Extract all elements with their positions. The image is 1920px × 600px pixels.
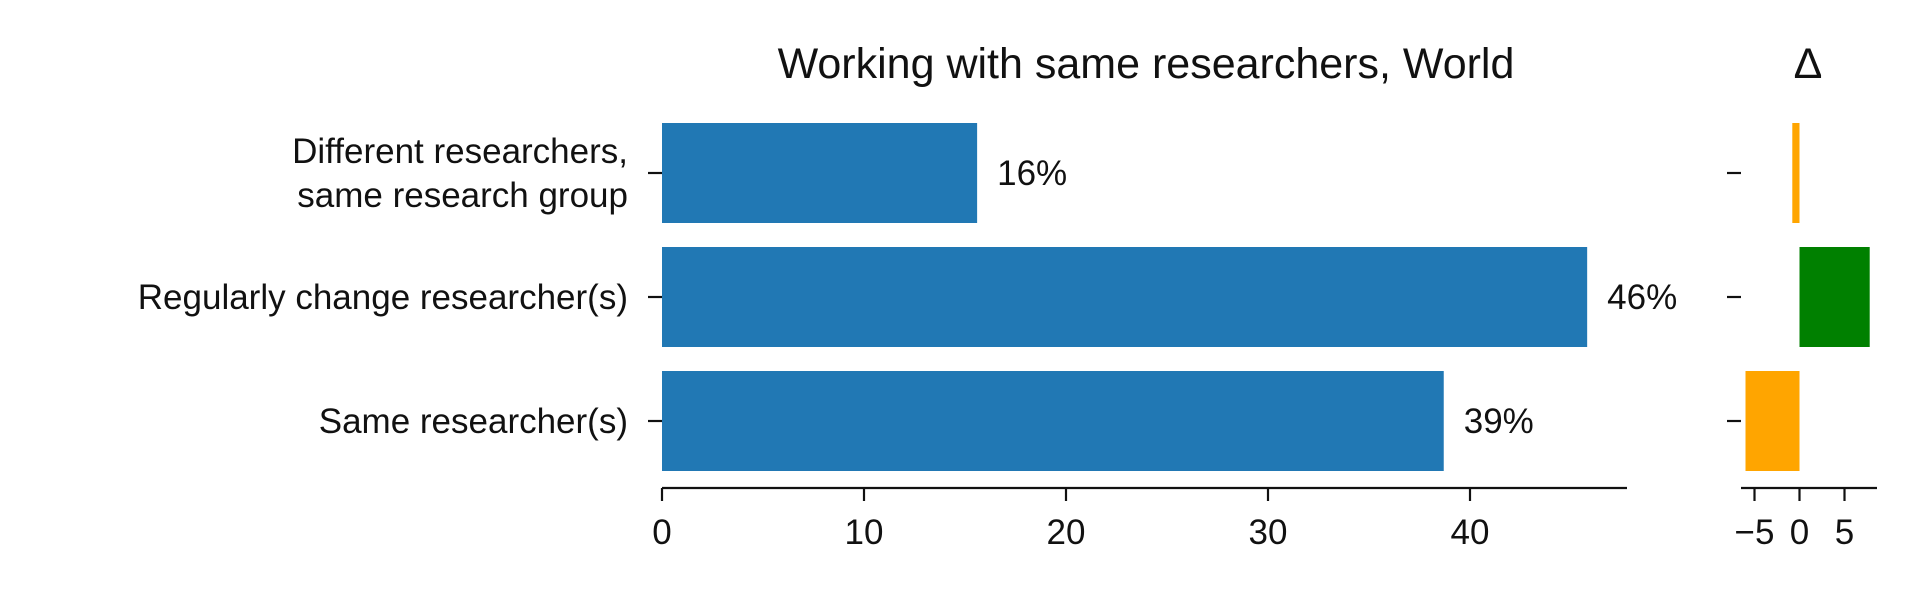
x-tick-label: 20: [1047, 513, 1086, 552]
chart-title: Working with same researchers, World: [778, 40, 1515, 88]
main-panel: Working with same researchers, World Dif…: [138, 40, 1677, 552]
delta-x-ticks: −5 0 5: [1735, 488, 1854, 552]
delta-y-ticks: [1727, 171, 1741, 423]
delta-x-tick-label: 5: [1835, 513, 1854, 552]
delta-bars: [1745, 123, 1870, 471]
delta-x-tick-label: 0: [1790, 513, 1809, 552]
value-labels: 16% 46% 39%: [997, 154, 1677, 441]
category-label: Different researchers, same research grou…: [292, 132, 628, 215]
category-label: Regularly change researcher(s): [138, 278, 628, 317]
delta-bar: [1745, 371, 1800, 471]
delta-bar: [1792, 123, 1800, 223]
category-label: Same researcher(s): [319, 402, 628, 441]
value-label: 39%: [1464, 402, 1534, 441]
x-tick-label: 10: [845, 513, 884, 552]
bars: [662, 123, 1588, 471]
y-ticks: [648, 171, 662, 423]
delta-x-tick-label: −5: [1735, 513, 1775, 552]
value-label: 16%: [997, 154, 1067, 193]
value-label: 46%: [1607, 278, 1677, 317]
x-ticks: 0 10 20 30 40: [652, 488, 1489, 552]
x-tick-label: 30: [1249, 513, 1288, 552]
bar: [662, 247, 1588, 347]
bar: [662, 123, 978, 223]
bar: [662, 371, 1444, 471]
delta-title: Δ: [1794, 40, 1823, 88]
x-tick-label: 40: [1451, 513, 1490, 552]
delta-bar: [1799, 247, 1870, 347]
x-tick-label: 0: [652, 513, 671, 552]
delta-panel: Δ −5 0 5: [1727, 40, 1877, 552]
category-labels: Different researchers, same research grou…: [138, 132, 628, 441]
